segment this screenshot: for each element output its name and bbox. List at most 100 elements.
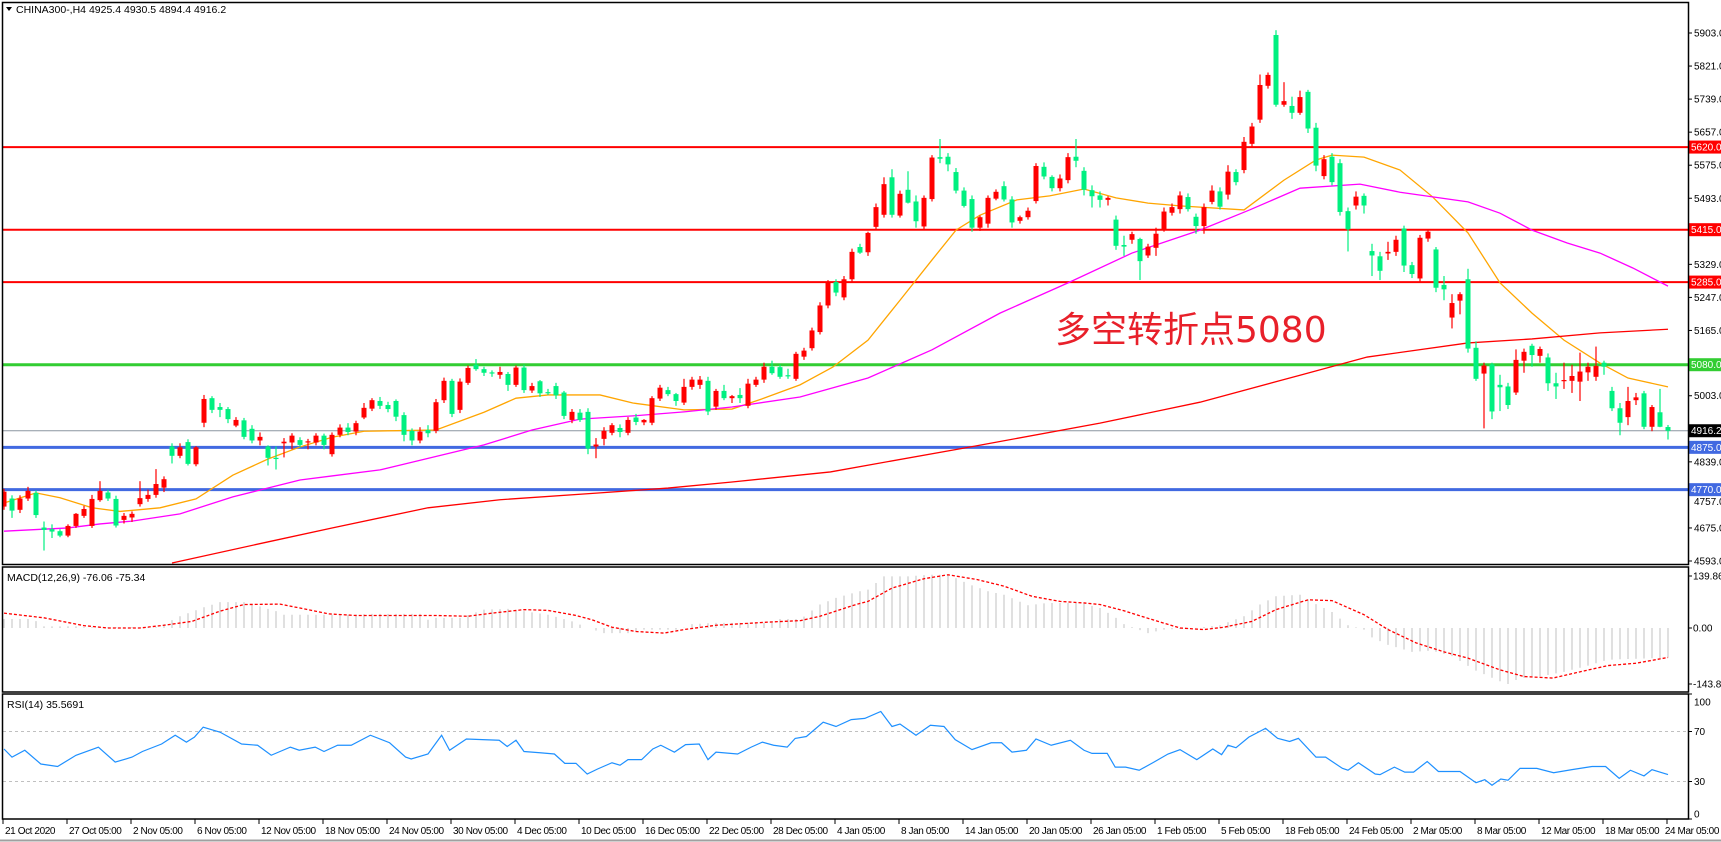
candle <box>353 420 359 436</box>
candle <box>1201 203 1207 234</box>
candle-body <box>865 232 871 253</box>
candle-body <box>1641 393 1647 427</box>
candle <box>65 524 71 538</box>
candle <box>1305 89 1311 133</box>
candle <box>97 481 103 502</box>
candle-body <box>857 247 863 253</box>
candle-body <box>1249 126 1255 144</box>
candle <box>1657 388 1663 428</box>
candle <box>313 433 319 446</box>
candle-body <box>385 405 391 410</box>
candle <box>1265 72 1271 89</box>
candle <box>1113 215 1119 250</box>
candle-body <box>1305 91 1311 129</box>
time-tick-label: 4 Jan 05:00 <box>837 826 886 837</box>
candle-body <box>1129 234 1135 240</box>
candle-body <box>905 189 911 203</box>
candle-body <box>705 380 711 412</box>
candle <box>1041 162 1047 180</box>
price-tick-label: 4839.0 <box>1694 457 1721 468</box>
candle-body <box>985 197 991 224</box>
candle <box>1625 386 1631 426</box>
candle <box>1665 424 1671 440</box>
candle <box>1209 185 1215 205</box>
candle <box>305 438 311 450</box>
candle-body <box>537 381 543 394</box>
candle <box>1225 165 1231 200</box>
candle-body <box>465 367 471 383</box>
candle <box>1577 352 1583 401</box>
candle <box>873 203 879 230</box>
candle-body <box>153 484 159 495</box>
candle-body <box>1393 239 1399 252</box>
candle <box>1273 30 1279 107</box>
candle <box>1457 292 1463 315</box>
candle-body <box>777 367 783 377</box>
candle-body <box>393 400 399 417</box>
candle-body <box>1081 170 1087 190</box>
candle <box>809 327 815 351</box>
axes: 5903.0 5821.0 5739.0 5657.0 5575.0 5493.0 5329… <box>2 29 1721 837</box>
time-tick-label: 18 Mar 05:00 <box>1605 826 1660 837</box>
candle <box>329 432 335 457</box>
time-tick-label: 18 Nov 05:00 <box>325 826 381 837</box>
candle-body <box>89 498 95 526</box>
candle-body <box>377 400 383 406</box>
candle <box>521 364 527 393</box>
candle <box>385 401 391 413</box>
candle-body <box>825 282 831 306</box>
candle <box>705 376 711 416</box>
candle-body <box>1537 348 1543 356</box>
candle-body <box>1225 171 1231 195</box>
candle-body <box>33 492 39 516</box>
candle-body <box>201 398 207 423</box>
level-price-label: 5285.0 <box>1691 278 1721 289</box>
candle <box>289 433 295 450</box>
candle <box>1401 225 1407 273</box>
candle-body <box>1377 256 1383 271</box>
candle <box>1385 241 1391 260</box>
candle-body <box>1441 284 1447 290</box>
candle-body <box>1489 364 1495 412</box>
candle-body <box>145 494 151 499</box>
price-tick-label: 5003.0 <box>1694 391 1721 402</box>
candle <box>1561 362 1567 389</box>
candle-body <box>1321 159 1327 177</box>
candle <box>769 360 775 375</box>
time-tick-label: 2 Mar 05:00 <box>1413 826 1463 837</box>
candle-body <box>1169 207 1175 213</box>
candle <box>105 489 111 501</box>
candle-body <box>729 396 735 399</box>
macd-panel[interactable] <box>3 574 1669 684</box>
price-tick-label: 5903.0 <box>1694 29 1721 40</box>
candle <box>1001 181 1007 202</box>
candle <box>953 168 959 194</box>
time-tick-label: 27 Oct 05:00 <box>69 826 122 837</box>
candle <box>545 388 551 395</box>
candle-body <box>1353 196 1359 206</box>
candle <box>681 378 687 406</box>
candle-body <box>665 390 671 395</box>
candle <box>1529 343 1535 367</box>
candle-body <box>1481 365 1487 374</box>
candle <box>1513 349 1519 395</box>
rsi-panel[interactable] <box>3 710 1688 786</box>
price-panel[interactable] <box>2 30 1689 564</box>
candle <box>1313 122 1319 172</box>
candle <box>161 476 167 493</box>
time-tick-label: 14 Jan 05:00 <box>965 826 1019 837</box>
candle <box>921 195 927 230</box>
candle-body <box>41 527 47 530</box>
level-price-badge <box>1689 424 1721 438</box>
candle <box>321 433 327 450</box>
candle <box>761 362 767 383</box>
time-tick-label: 24 Nov 05:00 <box>389 826 445 837</box>
candle <box>481 366 487 376</box>
price-tick-label: 4757.0 <box>1694 497 1721 508</box>
candle <box>73 513 79 528</box>
candle-body <box>1033 166 1039 202</box>
candle-body <box>921 197 927 227</box>
candle-body <box>249 428 255 441</box>
triangle-down-icon[interactable] <box>6 7 12 11</box>
